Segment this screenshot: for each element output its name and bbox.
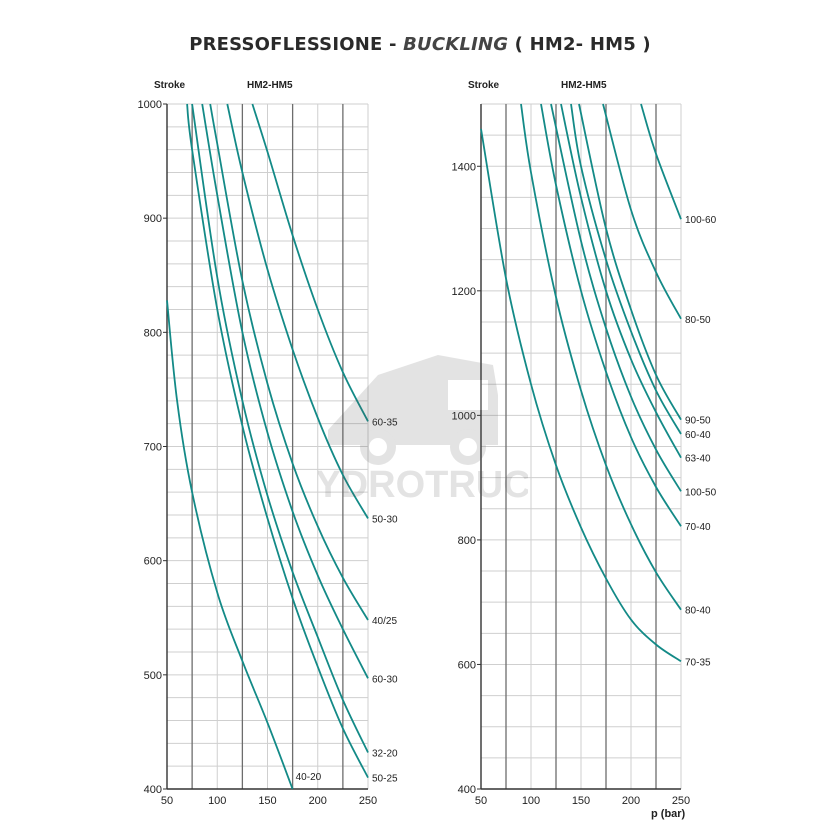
- series-label: 100-60: [685, 215, 717, 226]
- curve-80-40: [520, 103, 682, 611]
- y-tick-label: 500: [144, 670, 162, 682]
- curve-60-40: [570, 103, 682, 435]
- curve-90-50: [578, 103, 682, 421]
- curve-60-30: [201, 103, 369, 679]
- x-tick-label: 100: [522, 795, 540, 807]
- x-tick-label: 250: [672, 795, 690, 807]
- series-label: 50-30: [372, 514, 398, 525]
- curve-50-25: [186, 103, 369, 779]
- x-tick-label: 50: [475, 795, 487, 807]
- x-tick-label: 250: [359, 795, 377, 807]
- series-label: 60-35: [372, 417, 398, 428]
- y-tick-label: 1200: [452, 286, 476, 298]
- y-tick-label: 1400: [452, 161, 476, 173]
- title-main: PRESSOFLESSIONE -: [189, 34, 404, 55]
- series-label: 40/25: [372, 616, 397, 627]
- series-label: 63-40: [685, 454, 711, 465]
- series-label: 70-35: [685, 657, 711, 668]
- curve-60-35: [251, 103, 369, 422]
- series-label: 60-30: [372, 674, 398, 685]
- curve-50-30: [226, 103, 369, 519]
- y-tick-label: 400: [144, 784, 162, 796]
- y-tick-label: 800: [144, 327, 162, 339]
- y-tick-label: 600: [144, 556, 162, 568]
- y-tick-label: 900: [144, 213, 162, 225]
- x-axis-title: p (bar): [651, 808, 686, 820]
- series-label: 90-50: [685, 416, 711, 427]
- y-tick-label: 1000: [138, 99, 162, 111]
- series-label: 70-40: [685, 522, 711, 533]
- y-axis-title: Stroke: [468, 80, 500, 91]
- x-tick-label: 150: [258, 795, 276, 807]
- series-label: 80-50: [685, 315, 711, 326]
- curve-70-35: [480, 128, 682, 663]
- x-tick-label: 200: [622, 795, 640, 807]
- truck-watermark-icon: HYDROTRUCK: [318, 355, 528, 505]
- y-tick-label: 800: [458, 535, 476, 547]
- curve-100-50: [550, 103, 682, 492]
- series-label: 60-40: [685, 430, 711, 441]
- x-tick-label: 100: [208, 795, 226, 807]
- series-label: 80-40: [685, 606, 711, 617]
- title-suffix: ( HM2- HM5 ): [508, 34, 651, 55]
- x-tick-label: 150: [572, 795, 590, 807]
- series-label: 50-25: [372, 774, 398, 785]
- y-tick-label: 1000: [452, 410, 476, 422]
- title-italic: BUCKLING: [403, 34, 509, 55]
- curve-40-20: [166, 300, 294, 790]
- curve-63-40: [560, 103, 682, 459]
- series-label: 40-20: [296, 772, 322, 783]
- y-axis-title: Stroke: [154, 80, 186, 91]
- y-tick-label: 400: [458, 784, 476, 796]
- series-label: 100-50: [685, 487, 717, 498]
- x-tick-label: 50: [161, 795, 173, 807]
- curve-40/25: [209, 103, 369, 621]
- y-tick-label: 600: [458, 659, 476, 671]
- curve-80-50: [602, 103, 682, 320]
- series-label: 32-20: [372, 748, 398, 759]
- chart-title: PRESSOFLESSIONE - BUCKLING ( HM2- HM5 ): [0, 34, 840, 55]
- chart-header: HM2-HM5: [247, 80, 293, 91]
- curve-32-20: [191, 103, 369, 753]
- curve-100-60: [640, 103, 682, 220]
- x-tick-label: 200: [309, 795, 327, 807]
- watermark-text: HYDROTRUCK: [318, 464, 528, 505]
- y-tick-label: 700: [144, 442, 162, 454]
- chart-header: HM2-HM5: [561, 80, 607, 91]
- curve-70-40: [540, 103, 682, 527]
